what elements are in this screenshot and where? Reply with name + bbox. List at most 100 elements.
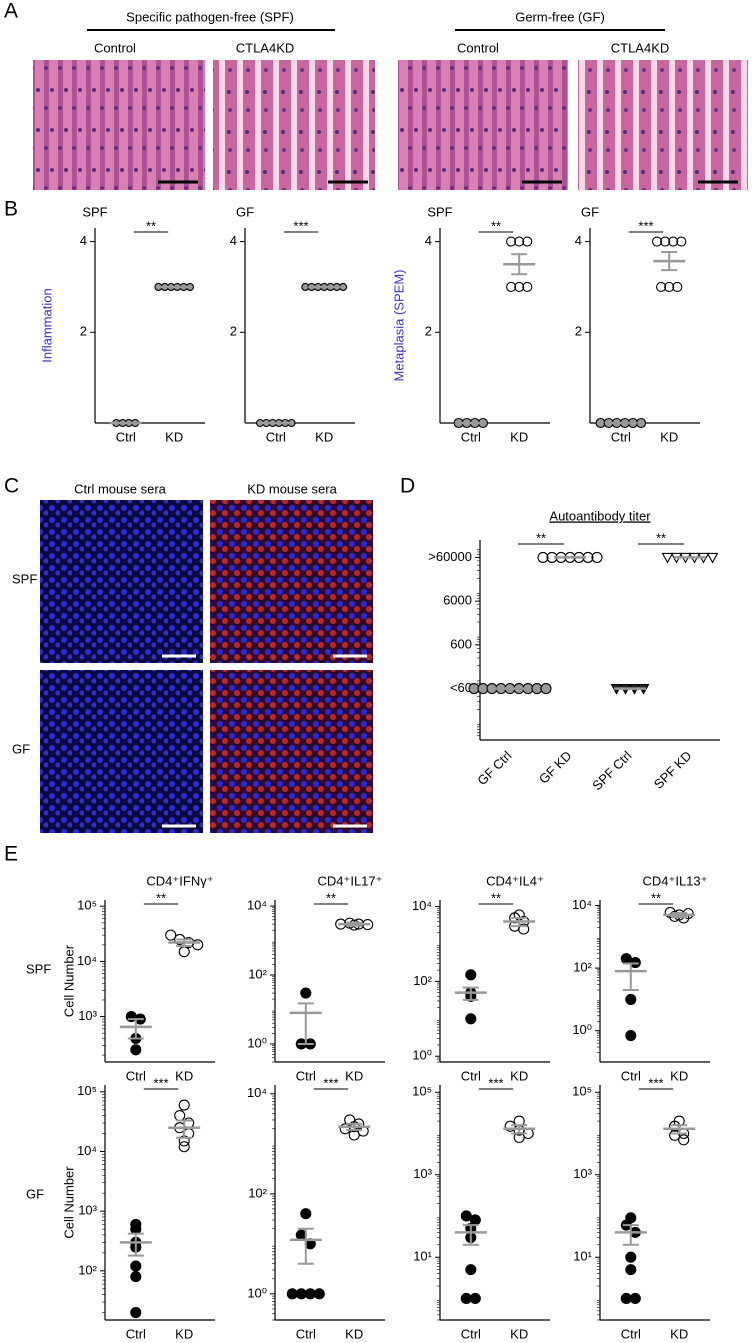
x-tick-label: KD <box>660 429 678 444</box>
y-tick-label: 10² <box>573 960 592 975</box>
chart-title: SPF <box>82 204 107 219</box>
y-tick-label: 10⁵ <box>77 898 97 913</box>
y-tick-label: 4 <box>425 233 432 248</box>
y-tick-label: 10³ <box>573 1166 592 1181</box>
data-point <box>656 281 667 293</box>
y-tick-label: 10¹ <box>413 1249 432 1264</box>
row-label: SPF <box>12 571 37 586</box>
group-title: Specific pathogen-free (SPF) <box>126 9 294 24</box>
x-tick-label: GF Ctrl <box>474 748 514 788</box>
y-tick-label: 10⁰ <box>247 1285 267 1300</box>
data-point <box>661 552 674 564</box>
y-tick-label: 4 <box>80 233 87 248</box>
error-bar <box>346 1122 363 1131</box>
data-point <box>668 236 679 247</box>
y-tick-label: 10⁴ <box>77 1143 97 1158</box>
significance-label: ** <box>491 890 501 905</box>
x-tick-label: KD <box>510 429 528 444</box>
x-tick-label: Ctrl <box>621 1068 641 1083</box>
y-axis-label: Metaplasia (SPEM) <box>391 270 406 382</box>
y-tick-label: 10⁰ <box>572 1022 592 1037</box>
significance-label: *** <box>293 218 308 233</box>
chart-title: CD4⁺IL13⁺ <box>642 873 707 888</box>
error-bar <box>176 938 193 948</box>
y-tick-label: 10⁴ <box>77 953 97 968</box>
data-point <box>678 1134 690 1146</box>
y-tick-label: 10² <box>413 973 432 988</box>
data-point <box>465 969 477 981</box>
panel-label: D <box>400 475 415 498</box>
image-label: Control <box>94 40 136 55</box>
significance-label: *** <box>323 1075 338 1090</box>
y-tick-label: 10⁰ <box>247 1035 267 1050</box>
error-bar <box>622 1224 639 1246</box>
data-point <box>178 1099 190 1111</box>
x-tick-label: Ctrl <box>461 1068 481 1083</box>
x-tick-label: KD <box>175 1326 193 1341</box>
data-point <box>651 236 663 247</box>
data-point <box>300 1208 312 1220</box>
data-point <box>540 683 552 695</box>
y-axis-label: Inflammation <box>39 288 54 362</box>
data-point <box>625 1030 637 1042</box>
x-tick-label: KD <box>165 429 183 444</box>
y-tick-label: 10² <box>78 1262 97 1277</box>
column-label: Ctrl mouse sera <box>74 481 167 496</box>
data-point <box>514 236 525 247</box>
y-axis-label: Cell Number <box>61 944 76 1017</box>
chart-title: CD4⁺IL17⁺ <box>317 873 382 888</box>
error-bar <box>127 1018 144 1040</box>
y-tick-label: 10³ <box>78 1203 97 1218</box>
histology-image <box>398 60 568 190</box>
significance-label: *** <box>638 218 653 233</box>
fluorescence-image <box>210 670 373 833</box>
data-point <box>522 281 533 293</box>
error-bar <box>297 1227 314 1265</box>
data-point <box>506 281 517 293</box>
error-bar <box>176 1119 193 1139</box>
data-point <box>518 923 530 935</box>
y-tick-label: 6000 <box>443 593 472 608</box>
data-point <box>460 1210 472 1222</box>
data-point <box>465 1264 477 1276</box>
x-tick-label: Ctrl <box>296 1326 316 1341</box>
data-point <box>625 1251 637 1263</box>
data-point <box>130 1223 142 1235</box>
chart-title: GF <box>236 204 254 219</box>
row-label: GF <box>12 741 30 756</box>
histology-image <box>578 60 748 190</box>
error-bar <box>127 1232 144 1257</box>
x-tick-label: KD <box>510 1326 528 1341</box>
panel-label: C <box>4 475 19 498</box>
x-tick-label: SPF KD <box>651 748 695 792</box>
y-tick-label: 600 <box>450 636 472 651</box>
column-label: KD mouse sera <box>247 481 337 496</box>
data-point <box>676 236 687 247</box>
y-tick-label: 10⁴ <box>572 897 592 912</box>
fluorescence-image <box>40 670 203 833</box>
chart-title: GF <box>581 204 599 219</box>
x-tick-label: KD <box>345 1068 363 1083</box>
row-label: GF <box>26 1186 44 1201</box>
y-tick-label: 10⁵ <box>412 1084 432 1099</box>
data-point <box>506 236 517 247</box>
y-tick-label: 10³ <box>413 1166 432 1181</box>
error-bar <box>671 912 688 918</box>
y-tick-label: 10⁰ <box>412 1048 432 1063</box>
y-tick-label: 2 <box>80 324 87 339</box>
chart-title: CD4⁺IL4⁺ <box>486 873 544 888</box>
error-bar <box>661 251 678 272</box>
data-point <box>465 1013 477 1025</box>
x-tick-label: Ctrl <box>126 1068 146 1083</box>
data-point <box>192 939 204 951</box>
x-tick-label: Ctrl <box>116 429 136 444</box>
y-tick-label: 2 <box>425 324 432 339</box>
x-tick-label: KD <box>315 429 333 444</box>
y-axis-label: Cell Number <box>61 1166 76 1239</box>
data-point <box>300 987 312 999</box>
data-point <box>625 1264 637 1276</box>
significance-label: *** <box>153 1075 168 1090</box>
panel-label: E <box>4 843 18 866</box>
panel-label: A <box>4 0 18 23</box>
significance-label: ** <box>326 890 336 905</box>
